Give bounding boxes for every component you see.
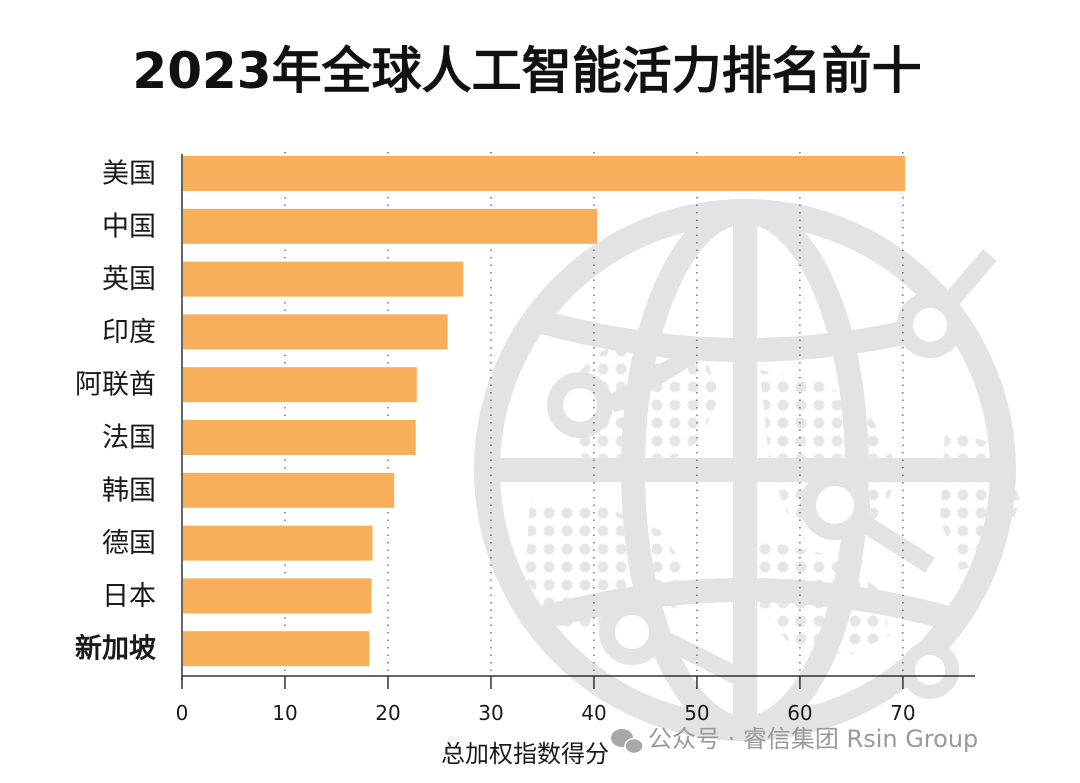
bar-6 [183,420,416,455]
globe-network-icon [474,199,1020,741]
category-label: 德国 [102,528,156,559]
x-tick-label: 70 [890,701,915,725]
wechat-icon [611,729,644,755]
category-label: 中国 [102,211,156,242]
watermark-text: 公众号 · 睿信集团 Rsin Group [648,725,978,753]
x-tick-label: 10 [272,701,297,725]
bar-8 [183,525,373,561]
category-label: 阿联酋 [75,370,156,401]
category-label: 新加坡 [75,633,156,665]
bar-9 [183,578,372,614]
x-ticks: 0 10 20 30 40 50 60 70 [176,676,916,725]
bar-5 [183,367,417,403]
bar-1 [183,156,905,191]
bar-4 [183,314,448,350]
bars [183,156,905,667]
category-label: 美国 [102,159,156,190]
bar-3 [183,261,464,297]
chart-title: 2023年全球人工智能活力排名前十 [132,42,921,100]
x-tick-label: 60 [787,701,812,725]
x-axis-title: 总加权指数得分 [441,740,609,768]
category-label: 日本 [102,581,156,612]
x-tick-label: 30 [478,701,503,725]
category-label: 印度 [102,317,156,348]
bar-7 [183,472,395,508]
category-label: 韩国 [102,475,156,506]
x-tick-label: 50 [684,701,709,725]
category-label: 法国 [102,423,156,454]
category-label: 英国 [102,264,156,295]
x-tick-label: 0 [176,701,189,725]
x-tick-label: 40 [581,701,606,725]
bar-10 [183,631,370,667]
x-tick-label: 20 [375,701,400,725]
bar-2 [183,208,598,244]
